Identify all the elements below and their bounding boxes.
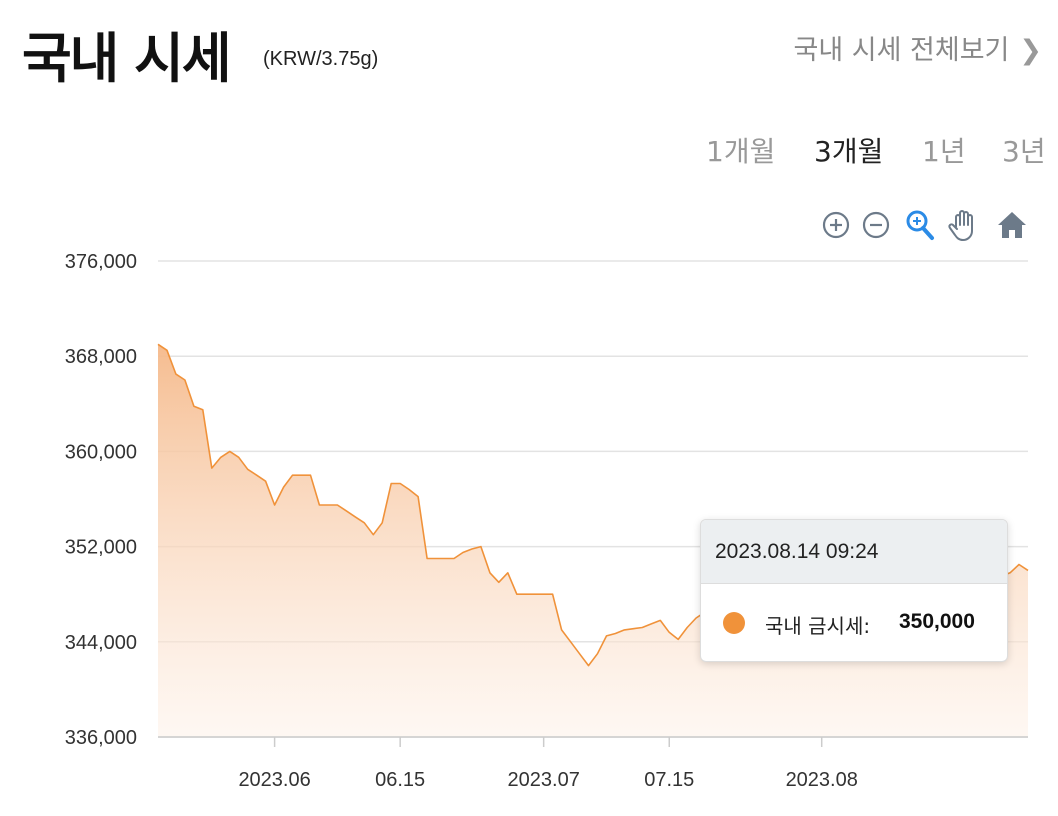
x-tick-label: 2023.06 xyxy=(238,769,310,791)
y-tick-label: 352,000 xyxy=(65,537,137,559)
tooltip-date: 2023.08.14 09:24 xyxy=(701,520,1007,584)
tooltip-series-label: 국내 금시세: xyxy=(765,614,871,638)
tab-1-year[interactable]: 1년 xyxy=(922,135,966,168)
tooltip-value: 350,000 xyxy=(899,610,975,633)
y-axis-ticks: 376,000 368,000 360,000 352,000 344,000 336,0… xyxy=(65,251,137,749)
y-tick-label: 360,000 xyxy=(65,441,137,463)
page-title: 국내 시세 xyxy=(22,27,232,90)
chart-toolbar xyxy=(818,205,1038,245)
tab-3-months[interactable]: 3개월 xyxy=(814,135,884,168)
chevron-right-icon: ❯ xyxy=(1019,35,1042,66)
tab-3-years[interactable]: 3년 xyxy=(1002,135,1046,168)
y-tick-label: 344,000 xyxy=(65,632,137,654)
y-tick-label: 376,000 xyxy=(65,251,137,273)
x-tick-label: 06.15 xyxy=(375,769,425,791)
chart-tooltip: 2023.08.14 09:24 국내 금시세: 350,000 xyxy=(700,519,1008,662)
tab-1-month[interactable]: 1개월 xyxy=(706,135,776,168)
price-unit: (KRW/3.75g) xyxy=(263,48,379,70)
x-tick-label: 07.15 xyxy=(644,769,694,791)
home-reset-icon[interactable] xyxy=(994,205,1030,245)
view-all-link[interactable]: 국내 시세 전체보기 ❯ xyxy=(793,28,1042,67)
series-marker-dot xyxy=(723,612,745,634)
selection-zoom-icon[interactable] xyxy=(902,205,938,245)
view-all-label: 국내 시세 전체보기 xyxy=(793,35,1010,66)
pan-hand-icon[interactable] xyxy=(946,205,982,245)
zoom-out-icon[interactable] xyxy=(858,205,894,245)
x-tick-label: 2023.07 xyxy=(508,769,580,791)
x-tick-label: 2023.08 xyxy=(786,769,858,791)
zoom-in-icon[interactable] xyxy=(818,205,854,245)
x-axis-ticks: 2023.06 06.15 2023.07 07.15 2023.08 xyxy=(238,737,858,791)
y-tick-label: 368,000 xyxy=(65,346,137,368)
y-tick-label: 336,000 xyxy=(65,727,137,749)
